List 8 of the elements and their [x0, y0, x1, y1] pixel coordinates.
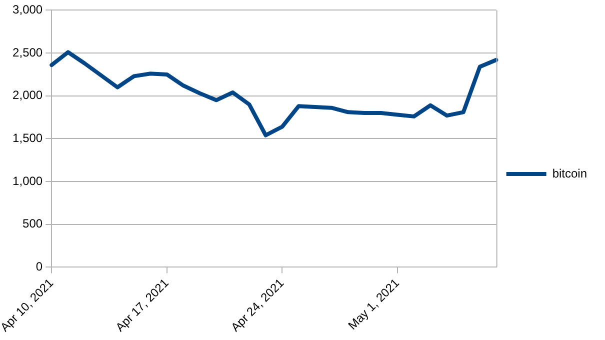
y-tick-label: 1,500	[12, 131, 43, 146]
y-tick-label: 0	[36, 260, 43, 274]
y-tick-label: 2,000	[12, 88, 43, 102]
y-tick-label: 3,000	[12, 2, 43, 17]
legend-label: bitcoin	[552, 166, 587, 180]
y-tick-label: 1,000	[12, 174, 43, 188]
y-tick-label: 2,500	[12, 45, 43, 60]
y-tick-label: 500	[22, 216, 43, 231]
